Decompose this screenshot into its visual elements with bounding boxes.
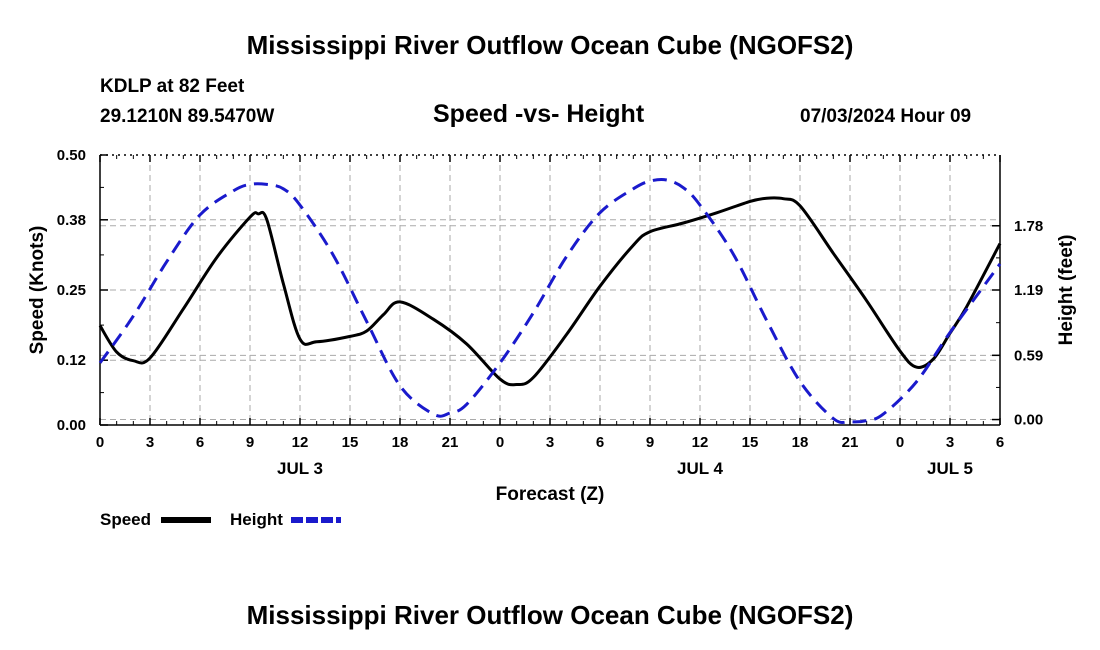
y2-tick-label: 0.59 — [1014, 347, 1043, 364]
station-label: KDLP at 82 Feet — [100, 76, 245, 97]
chart-main-title: Mississippi River Outflow Ocean Cube (NG… — [246, 30, 854, 60]
speed-series-line — [98, 196, 1002, 387]
x-tick-label: 6 — [196, 434, 204, 451]
y-tick-label: 0.25 — [57, 282, 86, 299]
x-tick-label: 21 — [442, 434, 459, 451]
station-coordinates: 29.1210N 89.5470W — [100, 106, 275, 127]
x-tick-label: 18 — [392, 434, 409, 451]
x-tick-label: 0 — [96, 434, 104, 451]
x-tick-label: 9 — [646, 434, 654, 451]
forecast-datetime: 07/03/2024 Hour 09 — [800, 106, 972, 127]
day-label: JUL 4 — [677, 459, 724, 478]
x-tick-label: 0 — [496, 434, 504, 451]
y2-axis-title: Height (feet) — [1056, 235, 1077, 346]
x-tick-label: 18 — [792, 434, 809, 451]
x-tick-label: 3 — [146, 434, 154, 451]
x-tick-label: 3 — [946, 434, 954, 451]
chart-grid — [100, 155, 1000, 425]
x-tick-label: 15 — [342, 434, 359, 451]
y-tick-label: 0.12 — [57, 352, 86, 369]
y-tick-label: 0.50 — [57, 147, 86, 164]
x-tick-label: 0 — [896, 434, 904, 451]
chart-labels: 0 3 6 9 12 15 18 21 0 3 6 9 12 15 18 21 0 3 6 JUL 3 JUL 4 JUL… — [27, 147, 1077, 505]
day-label: JUL 3 — [277, 459, 323, 478]
chart-subtitle: Speed -vs- Height — [433, 100, 645, 128]
chart-footer-title: Mississippi River Outflow Ocean Cube (NG… — [246, 600, 854, 630]
y-tick-label: 0.38 — [57, 212, 86, 229]
x-axis-title: Forecast (Z) — [496, 484, 605, 505]
y2-tick-label: 1.78 — [1014, 218, 1043, 235]
x-tick-label: 3 — [546, 434, 554, 451]
chart-series — [98, 178, 1002, 424]
x-tick-label: 9 — [246, 434, 254, 451]
x-tick-label: 12 — [292, 434, 309, 451]
x-tick-label: 12 — [692, 434, 709, 451]
chart-legend: Speed Height — [100, 510, 341, 529]
legend-label-height: Height — [230, 510, 283, 529]
y-axis-title: Speed (Knots) — [27, 226, 48, 355]
x-tick-label: 6 — [996, 434, 1004, 451]
x-tick-label: 6 — [596, 434, 604, 451]
y2-tick-label: 0.00 — [1014, 412, 1043, 429]
legend-label-speed: Speed — [100, 510, 151, 529]
day-label: JUL 5 — [927, 459, 973, 478]
x-tick-label: 15 — [742, 434, 759, 451]
x-tick-label: 21 — [842, 434, 859, 451]
height-series-line — [98, 178, 1002, 424]
y2-tick-label: 1.19 — [1014, 282, 1043, 299]
y-tick-label: 0.00 — [57, 417, 86, 434]
